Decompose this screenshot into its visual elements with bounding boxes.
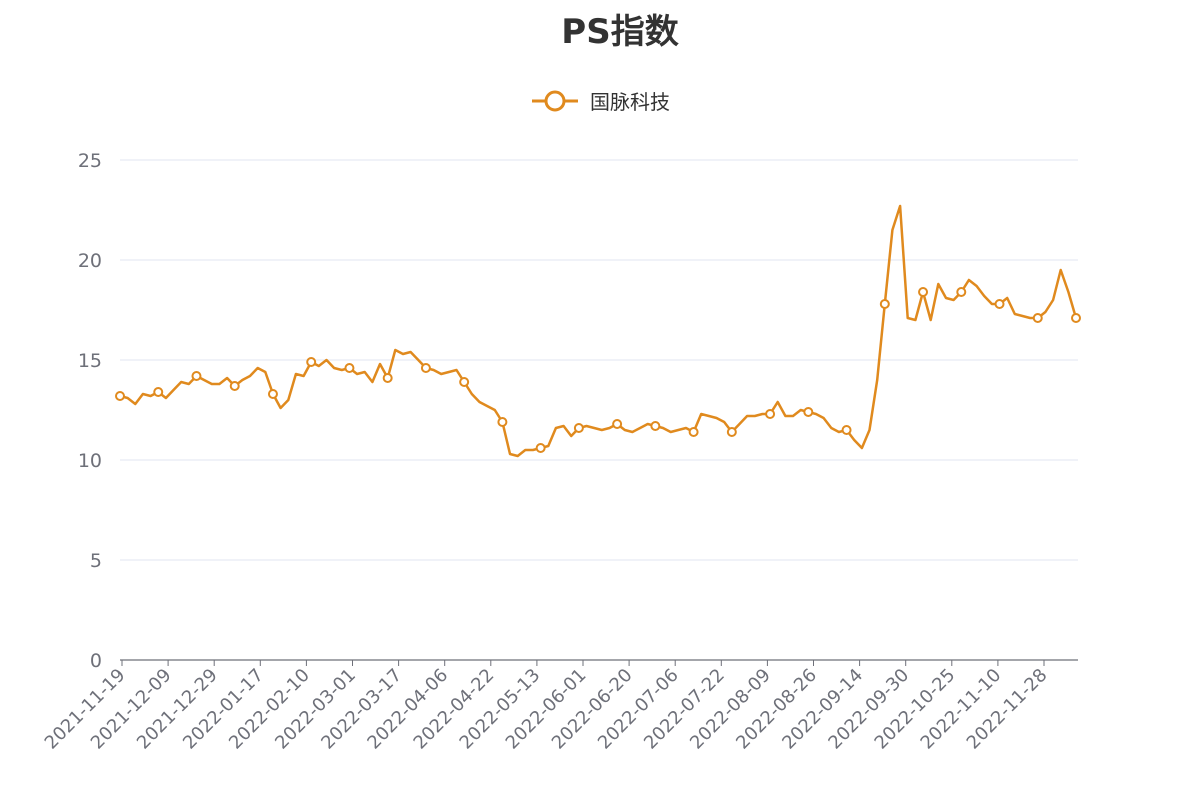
data-point: [688, 427, 699, 437]
data-point: [306, 357, 317, 367]
legend-line-marker-icon: [532, 90, 578, 111]
data-point: [612, 419, 623, 429]
data-point: [726, 427, 737, 437]
data-point: [879, 299, 890, 309]
data-point: [994, 299, 1005, 309]
series-group: [115, 204, 1081, 458]
data-point: [382, 373, 393, 383]
data-point: [459, 377, 470, 387]
data-point: [650, 421, 661, 431]
data-point: [573, 423, 584, 433]
data-point: [267, 389, 278, 399]
data-point: [956, 287, 967, 297]
data-point: [420, 363, 431, 373]
data-point: [765, 409, 776, 419]
grid-lines: [120, 159, 1078, 661]
y-tick-label: 15: [78, 350, 102, 372]
x-axis: 2021-11-192021-12-092021-12-292022-01-17…: [41, 659, 1078, 754]
y-tick-label: 0: [90, 650, 102, 672]
data-point: [153, 387, 164, 397]
y-tick-label: 10: [78, 450, 102, 472]
chart-title: PS指数: [561, 12, 679, 52]
y-tick-label: 20: [78, 250, 102, 272]
data-point: [115, 391, 125, 401]
data-point: [229, 381, 240, 391]
data-point: [344, 363, 355, 373]
series-line: [119, 204, 1078, 458]
y-tick-label: 25: [78, 150, 102, 172]
legend[interactable]: 国脉科技: [0, 86, 1200, 115]
data-point: [1032, 313, 1043, 323]
data-point: [841, 425, 852, 435]
data-point: [1071, 313, 1081, 323]
data-point: [191, 371, 202, 381]
legend-label: 国脉科技: [590, 90, 670, 114]
data-point: [535, 443, 546, 453]
data-point: [918, 287, 929, 297]
y-axis: 0 5 10 15 20 25: [78, 150, 102, 672]
data-point: [803, 407, 814, 417]
y-tick-label: 5: [90, 550, 102, 572]
data-point: [497, 417, 508, 427]
